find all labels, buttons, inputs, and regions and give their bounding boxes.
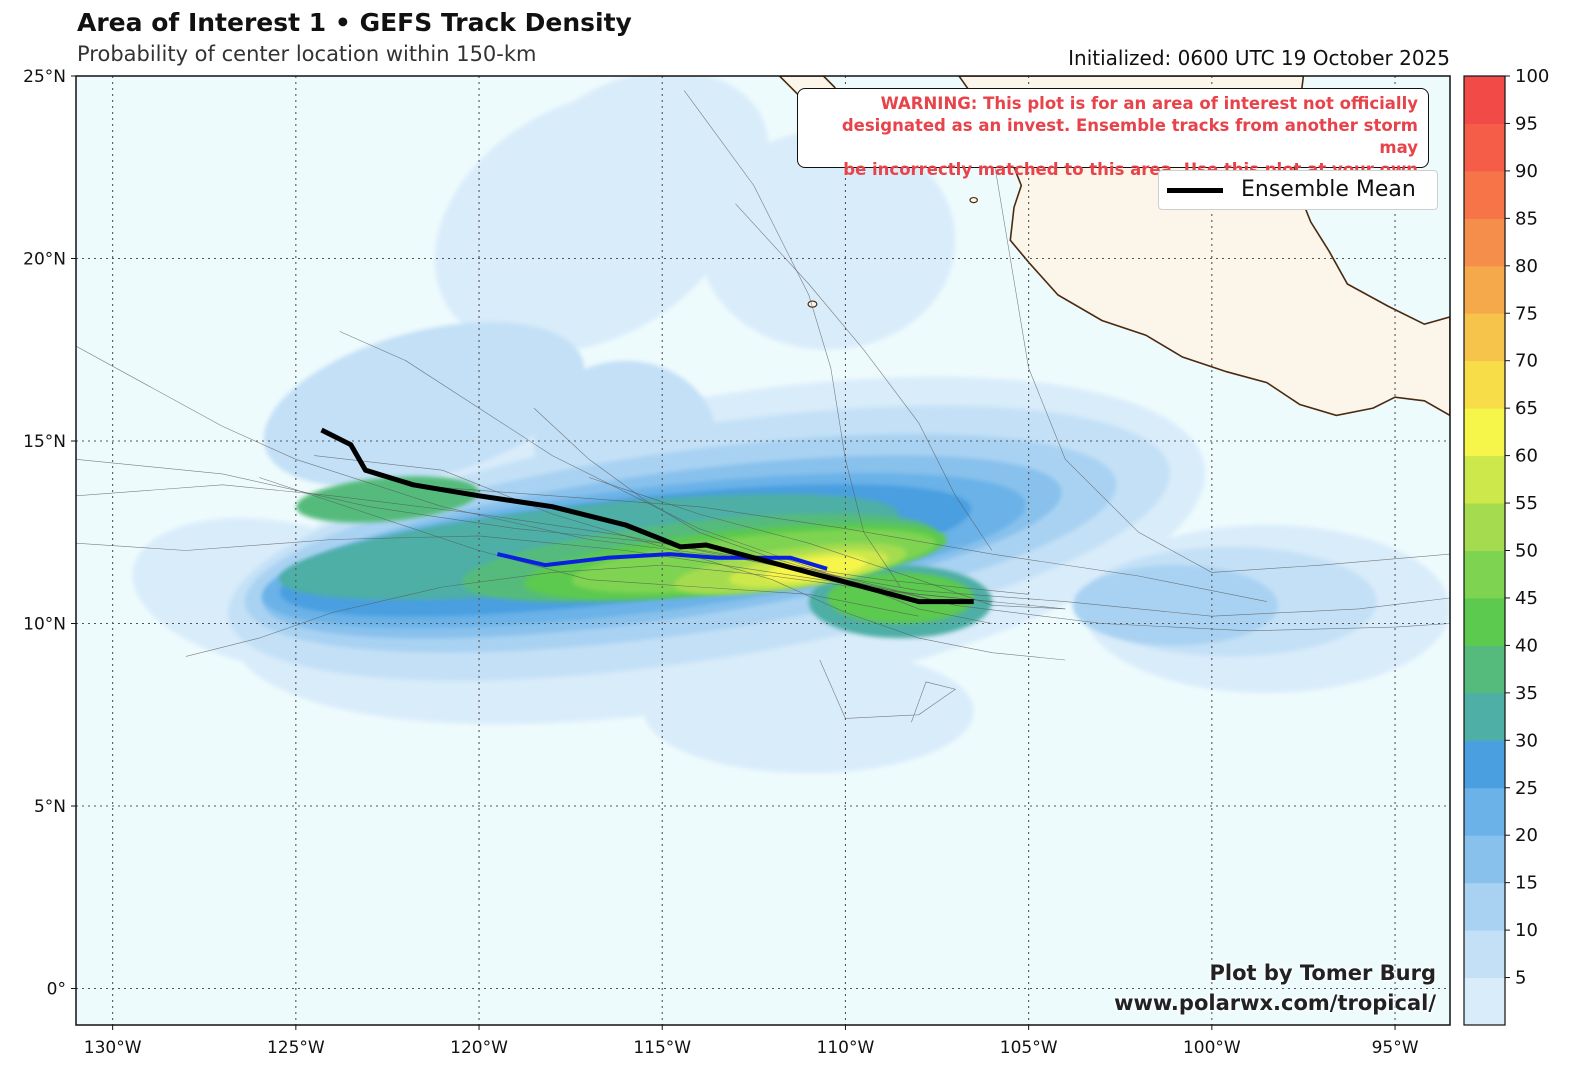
colorbar-tick-label: 70 <box>1515 351 1538 372</box>
main-tracks <box>320 427 974 605</box>
colorbar-segment <box>1464 645 1505 694</box>
colorbar-tick-label: 65 <box>1515 398 1538 419</box>
colorbar-tick-label: 90 <box>1515 161 1538 182</box>
lat-tick-label: 5°N <box>34 797 66 817</box>
lon-tick-label: 105°W <box>1000 1038 1058 1058</box>
graticule <box>76 76 1450 1025</box>
colorbar-segment <box>1464 76 1505 124</box>
member-track <box>533 407 993 624</box>
lat-tick-label: 10°N <box>23 615 66 635</box>
lat-tick-label: 25°N <box>23 67 66 87</box>
colorbar-tick-label: 40 <box>1515 635 1538 656</box>
warning-box: WARNING: This plot is for an area of int… <box>797 88 1429 201</box>
colorbar-tick-label: 30 <box>1515 730 1538 751</box>
colorbar-tick-label: 20 <box>1515 825 1538 846</box>
colorbar-segment <box>1464 835 1505 884</box>
lon-tick-label: 100°W <box>1183 1038 1241 1058</box>
colorbar-segment <box>1464 218 1505 267</box>
colorbar-tick-label: 50 <box>1515 541 1538 562</box>
member-track <box>735 203 993 551</box>
colorbar-tick-label: 45 <box>1515 588 1538 609</box>
colorbar-tick-label: 80 <box>1515 256 1538 277</box>
lon-tick-label: 130°W <box>84 1038 142 1058</box>
lat-tick-label: 0° <box>47 980 66 1000</box>
lon-tick-label: 95°W <box>1372 1038 1419 1058</box>
density-blob <box>643 649 974 774</box>
colorbar-tick-label: 5 <box>1515 968 1526 989</box>
colorbar-tick-label: 95 <box>1515 113 1538 134</box>
lat-tick-label: 20°N <box>23 250 66 270</box>
colorbar-segment <box>1464 882 1505 931</box>
density-blob <box>519 76 769 264</box>
colorbar-segment <box>1464 597 1505 646</box>
colorbar-segment <box>1464 265 1505 314</box>
legend-label: Ensemble Mean <box>1241 177 1416 202</box>
member-track <box>683 90 901 588</box>
colorbar-segment <box>1464 503 1505 551</box>
member-track <box>819 659 957 723</box>
island <box>969 196 978 204</box>
lon-tick-label: 120°W <box>450 1038 508 1058</box>
colorbar-tick-label: 10 <box>1515 920 1538 941</box>
ensemble-mean-track <box>320 427 974 605</box>
page-title: Area of Interest 1 • GEFS Track Density <box>77 8 632 37</box>
colorbar-segment <box>1464 123 1505 172</box>
axis-ticks: 130°W 125°W 120°W 115°W 110°W 105°W 100°W 95°W 0… <box>23 67 1419 1058</box>
colorbar-tick-label: 35 <box>1515 683 1538 704</box>
map-frame <box>75 75 1451 1026</box>
member-track <box>259 477 919 617</box>
page-subtitle: Probability of center location within 15… <box>77 42 537 66</box>
colorbar-segment <box>1464 692 1505 741</box>
member-track <box>991 148 1450 573</box>
lon-tick-label: 115°W <box>633 1038 691 1058</box>
credit-author: Plot by Tomer Burg <box>1209 961 1437 985</box>
member-track <box>185 564 993 657</box>
colorbar-tick-label: 55 <box>1515 493 1538 514</box>
colorbar-tick-label: 15 <box>1515 873 1538 894</box>
density-blob <box>698 130 956 350</box>
colorbar-segment <box>1464 455 1505 504</box>
colorbar-segment <box>1464 977 1505 1026</box>
density-contours <box>132 76 1450 774</box>
warning-line: designated as an invest. Ensemble tracks… <box>841 116 1418 157</box>
init-time-label: Initialized: 0600 UTC 19 October 2025 <box>1068 46 1450 70</box>
colorbar-segment <box>1464 408 1505 457</box>
member-track <box>76 345 1029 595</box>
density-blob <box>263 322 585 487</box>
colorbar-tick-label: 100 <box>1515 66 1549 87</box>
credit-block: Plot by Tomer Burg www.polarwx.com/tropi… <box>1114 958 1436 1018</box>
member-track <box>588 477 1066 610</box>
member-track <box>405 484 1267 602</box>
legend: Ensemble Mean <box>1158 170 1438 210</box>
lat-tick-label: 15°N <box>23 432 66 452</box>
colorbar-segment <box>1464 170 1505 219</box>
density-blob <box>1072 565 1278 646</box>
colorbar-tick-label: 60 <box>1515 446 1538 467</box>
operational-track <box>496 552 828 571</box>
colorbar-tick-label: 25 <box>1515 778 1538 799</box>
warning-line: WARNING: This plot is for an area of int… <box>880 94 1418 113</box>
colorbar-segment <box>1464 313 1505 362</box>
colorbar: 5 10 15 20 25 30 35 40 45 50 55 60 65 70 75 80 85 90 95 100 <box>1463 66 1549 1026</box>
colorbar-tick-label: 75 <box>1515 303 1538 324</box>
lon-tick-label: 125°W <box>267 1038 325 1058</box>
lon-tick-label: 110°W <box>817 1038 875 1058</box>
colorbar-tick-label: 85 <box>1515 208 1538 229</box>
colorbar-segment <box>1464 740 1505 789</box>
member-track <box>76 535 1066 610</box>
legend-mean-line-swatch <box>1167 188 1223 193</box>
colorbar-segment <box>1464 550 1505 599</box>
credit-url: www.polarwx.com/tropical/ <box>1114 991 1436 1015</box>
colorbar-segment <box>1464 787 1505 836</box>
colorbar-segment <box>1464 360 1505 409</box>
member-track <box>339 331 956 606</box>
colorbar-segment <box>1464 930 1505 979</box>
